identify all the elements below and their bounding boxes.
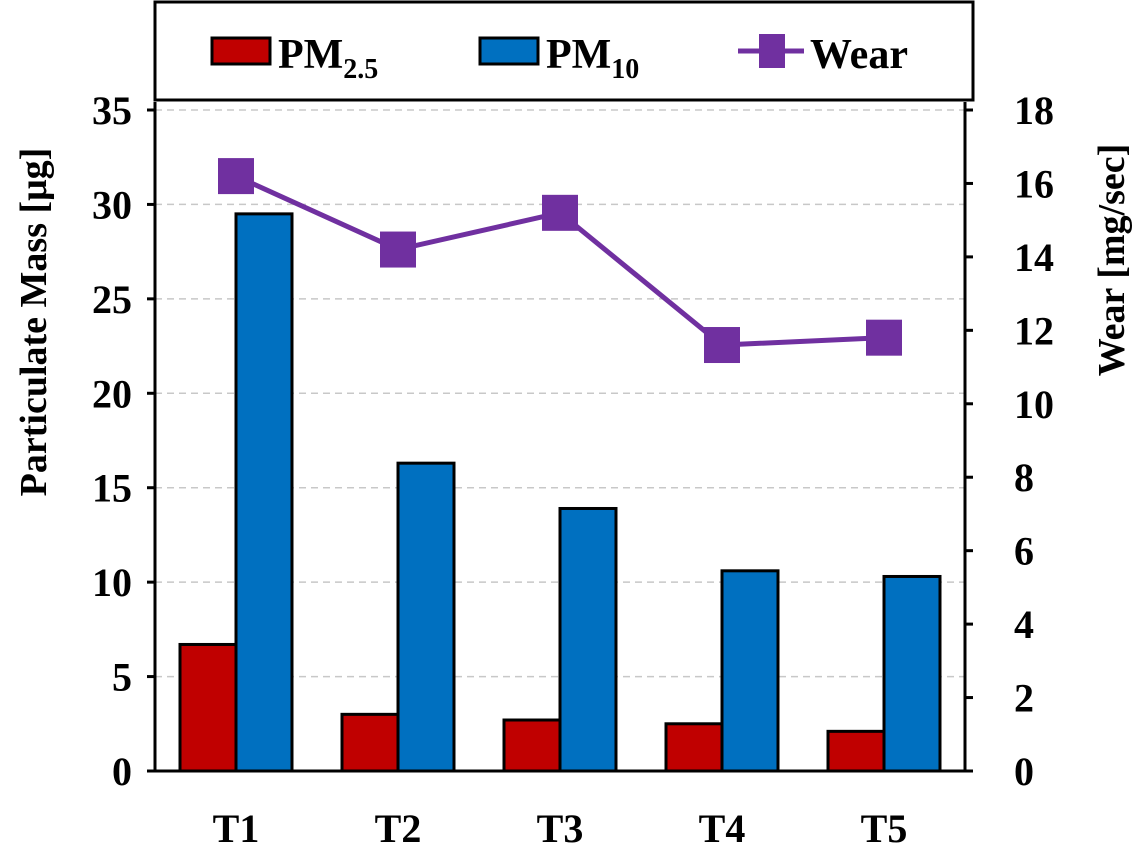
right-tick-label: 10	[1014, 382, 1054, 427]
left-tick-label: 5	[112, 655, 132, 700]
legend-label-main: PM	[278, 32, 343, 78]
legend-label-2: Wear	[810, 32, 908, 78]
x-axis-ticks: T1 T2 T3 T4 T5	[213, 806, 908, 850]
right-tick-label: 4	[1014, 602, 1034, 647]
legend-label-main: PM	[546, 32, 611, 78]
bar-pm25-t1	[178, 642, 238, 773]
bar-pm10-t1	[234, 212, 294, 773]
right-tick-label: 14	[1014, 235, 1054, 280]
right-tick-label: 8	[1014, 455, 1034, 500]
bar-pm10-t4	[720, 569, 780, 773]
left-tick-label: 15	[92, 466, 132, 511]
x-tick-label: T5	[861, 806, 908, 850]
legend: PM2.5 PM10 Wear	[210, 32, 908, 85]
left-tick-label: 30	[92, 182, 132, 227]
legend-swatch-pm25	[210, 36, 272, 66]
right-tick-label: 12	[1014, 308, 1054, 353]
left-axis-ticks: 0 5 10 15 20 25 30 35	[92, 88, 155, 794]
x-tick-label: T4	[699, 806, 746, 850]
legend-swatch-marker-wear	[759, 34, 785, 68]
bars	[178, 212, 942, 773]
wear-marker-t5	[866, 319, 902, 356]
right-tick-label: 0	[1014, 749, 1034, 794]
left-tick-label: 0	[112, 749, 132, 794]
bar-pm25-t4	[664, 722, 724, 773]
right-tick-label: 16	[1014, 161, 1054, 206]
legend-label-subscript: 2.5	[343, 54, 378, 85]
bar-pm25-t5	[826, 729, 886, 773]
left-tick-label: 35	[92, 88, 132, 133]
legend-box	[153, 0, 975, 102]
legend-label-0: PM2.5	[278, 32, 378, 85]
wear-marker-t2	[380, 231, 416, 268]
left-tick-label: 25	[92, 277, 132, 322]
bar-pm25-t3	[502, 718, 562, 773]
bar-pm10-t3	[558, 506, 618, 773]
legend-label-main: Wear	[810, 32, 908, 78]
legend-swatch-pm10	[478, 36, 540, 66]
y-axis-title: Particulate Mass [μg]	[13, 148, 55, 497]
x-tick-label: T1	[213, 806, 260, 850]
bar-pm10-t2	[396, 461, 456, 773]
x-tick-label: T3	[537, 806, 584, 850]
legend-label-1: PM10	[546, 32, 639, 85]
wear-marker-t4	[704, 327, 740, 364]
right-tick-label: 18	[1014, 88, 1054, 133]
right-tick-label: 6	[1014, 529, 1034, 574]
left-tick-label: 10	[92, 560, 132, 605]
left-tick-label: 20	[92, 371, 132, 416]
y-axis-right-title: Wear [mg/sec]	[1091, 144, 1133, 377]
axes	[153, 102, 967, 773]
right-axis-ticks: 0 2 4 6 8 10 12 14 16 18	[965, 88, 1054, 794]
legend-label-subscript: 10	[611, 54, 639, 85]
x-tick-label: T2	[375, 806, 422, 850]
bar-pm10-t5	[882, 574, 942, 773]
right-tick-label: 2	[1014, 676, 1034, 721]
bar-pm25-t2	[340, 712, 400, 773]
wear-marker-t1	[218, 158, 254, 195]
wear-marker-t3	[542, 194, 578, 231]
wear-line	[218, 158, 902, 364]
